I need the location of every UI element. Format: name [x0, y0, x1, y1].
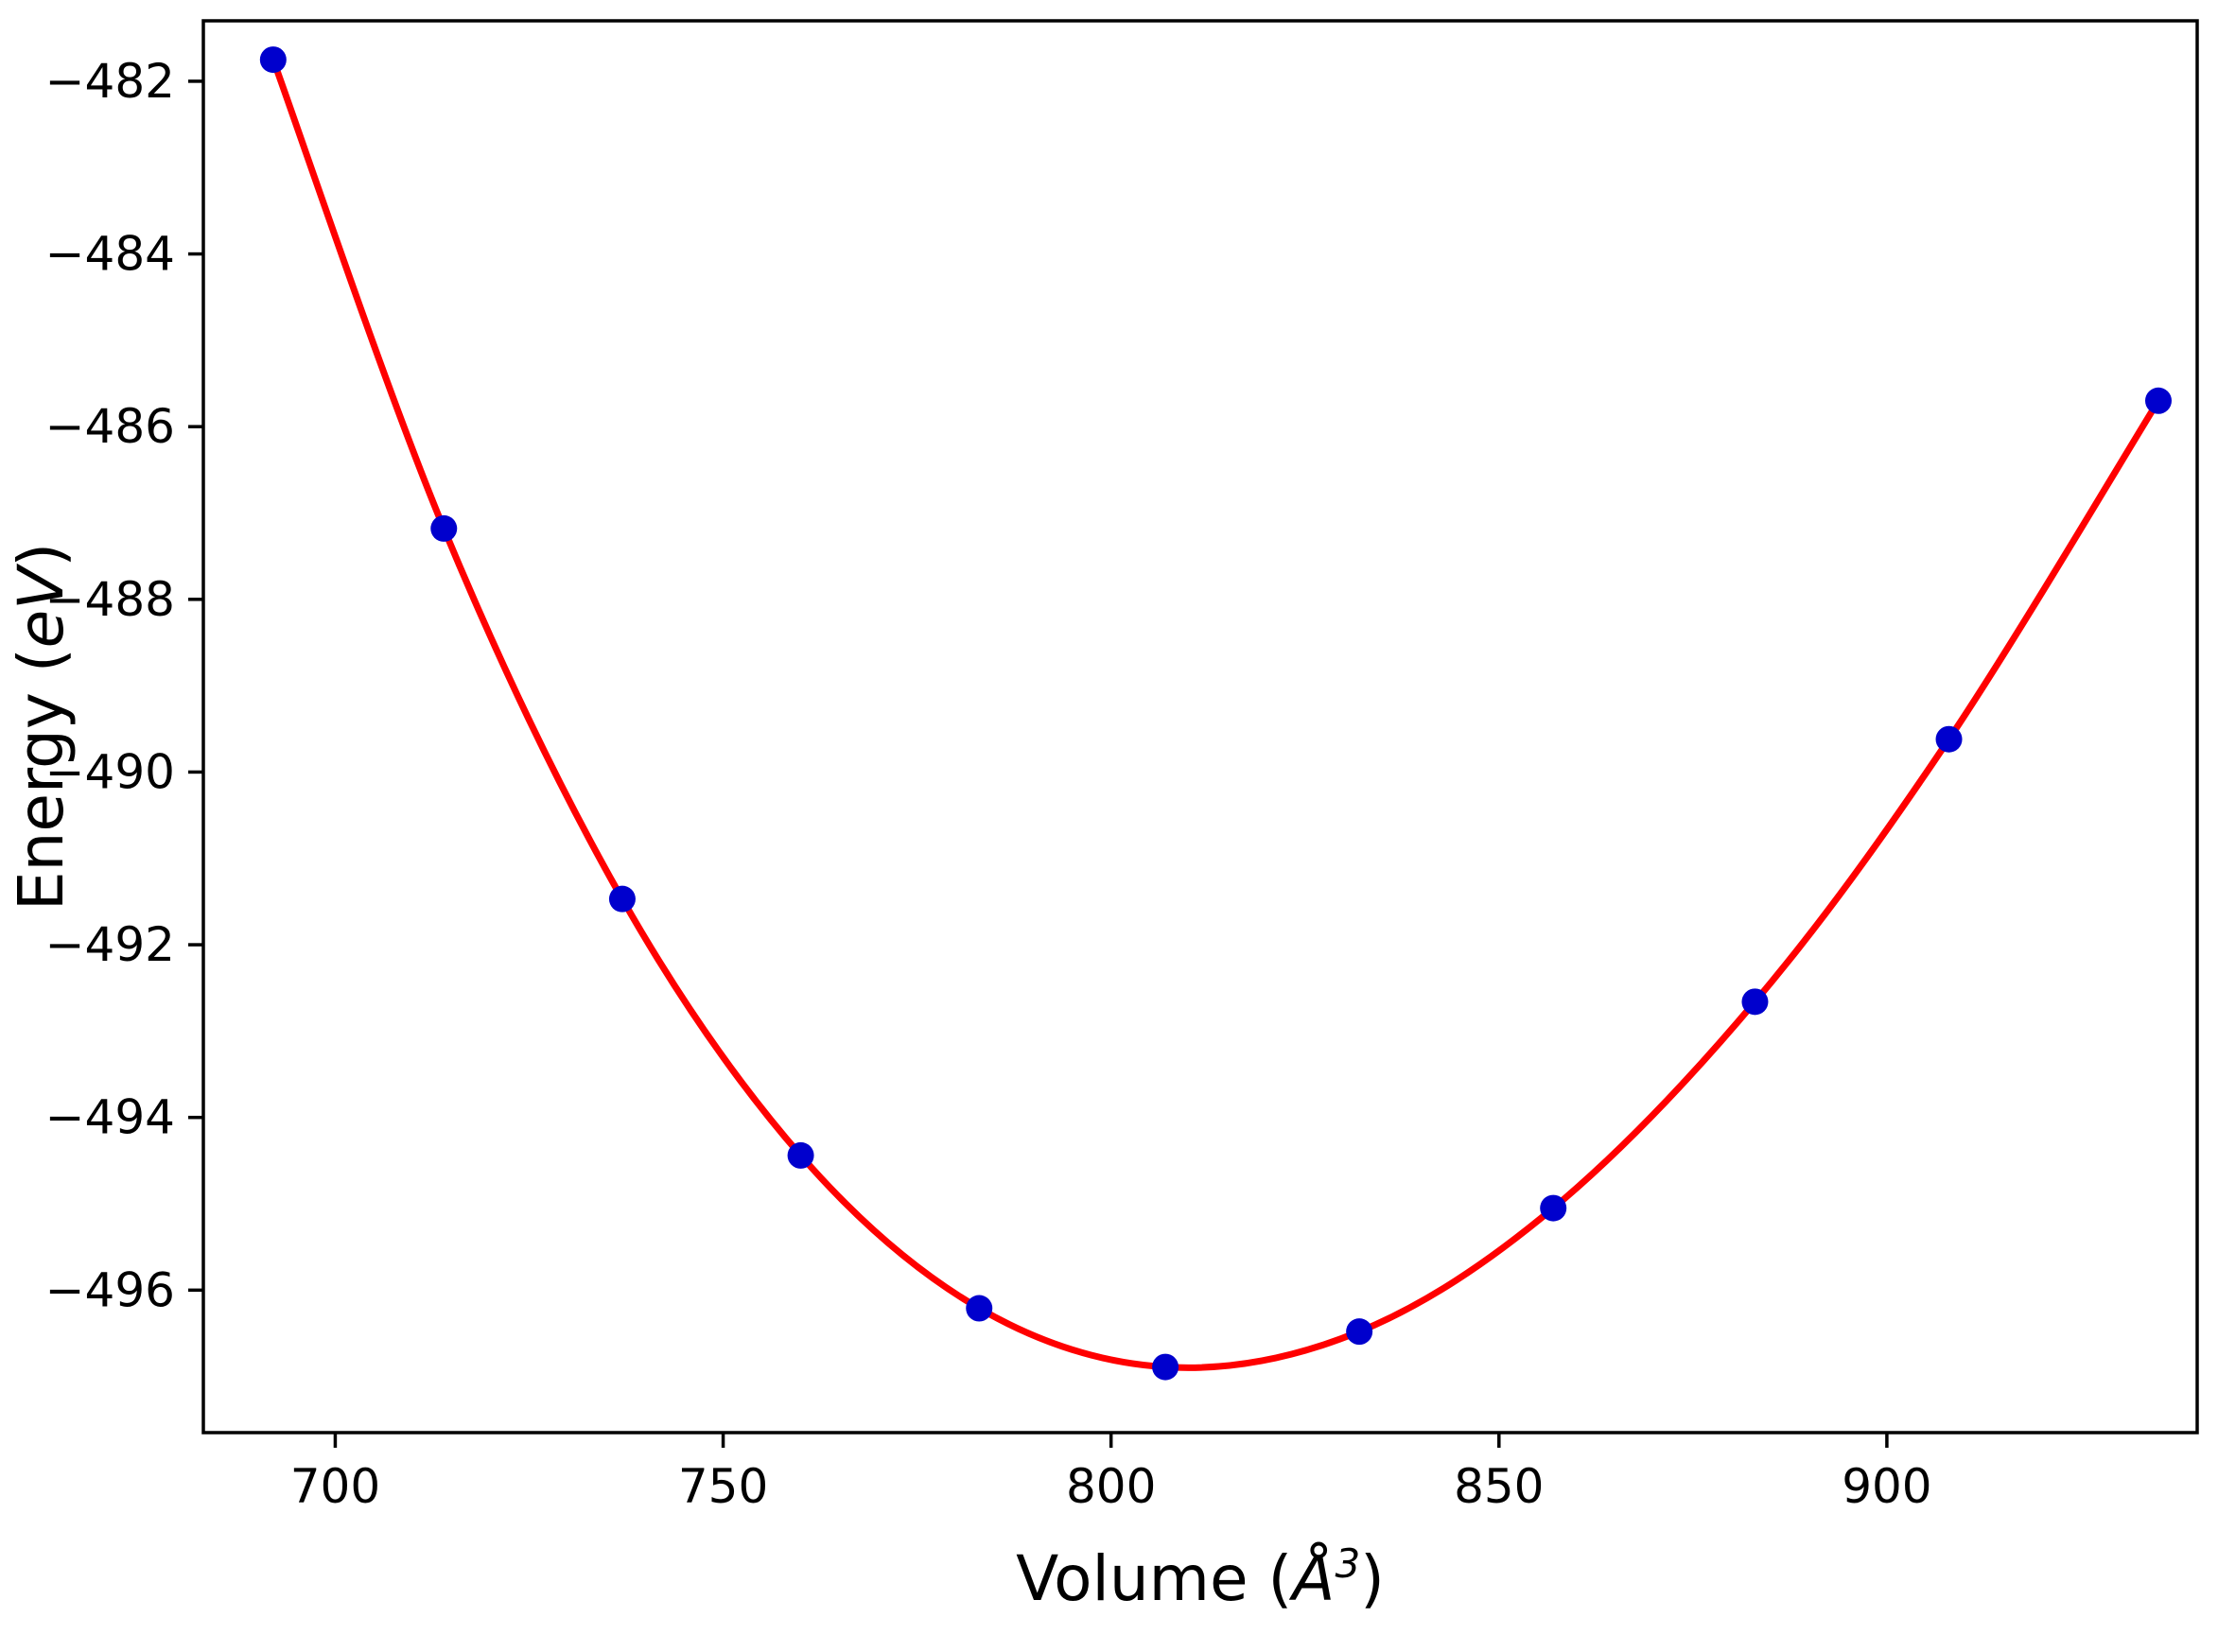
- data-series: [259, 46, 2172, 1381]
- data-point: [1346, 1318, 1373, 1346]
- y-tick-label: −492: [45, 917, 175, 972]
- data-point: [1935, 725, 1963, 753]
- data-point: [608, 885, 636, 913]
- y-tick-label: −486: [45, 399, 175, 454]
- y-tick-label: −488: [45, 572, 175, 627]
- x-tick-label: 800: [1066, 1459, 1156, 1514]
- x-tick-label: 850: [1454, 1459, 1544, 1514]
- data-point: [1741, 988, 1769, 1016]
- y-axis-label: Energy (eV): [5, 543, 78, 911]
- y-tick-label: −490: [45, 744, 175, 799]
- x-tick-label: 700: [290, 1459, 380, 1514]
- data-point: [1152, 1353, 1179, 1381]
- x-tick-label: 900: [1842, 1459, 1931, 1514]
- y-tick-label: −484: [45, 227, 175, 282]
- y-tick-label: −494: [45, 1090, 175, 1145]
- data-point: [259, 46, 287, 74]
- data-point: [966, 1295, 993, 1322]
- data-point: [787, 1141, 814, 1169]
- x-tick-label: 750: [678, 1459, 768, 1514]
- x-axis: 700 750 800 850 900: [290, 1433, 1932, 1514]
- y-axis: −482 −484 −486 −488 −490 −492 −494 −496: [45, 54, 203, 1317]
- data-point: [1540, 1194, 1567, 1222]
- fit-curve: [270, 56, 2162, 1371]
- y-tick-label: −496: [45, 1262, 175, 1317]
- x-axis-label: Volume (Å3): [1016, 1540, 1385, 1615]
- plot-border: [201, 19, 2199, 1435]
- data-point: [430, 514, 458, 542]
- data-point: [2144, 387, 2172, 414]
- y-tick-label: −482: [45, 54, 175, 109]
